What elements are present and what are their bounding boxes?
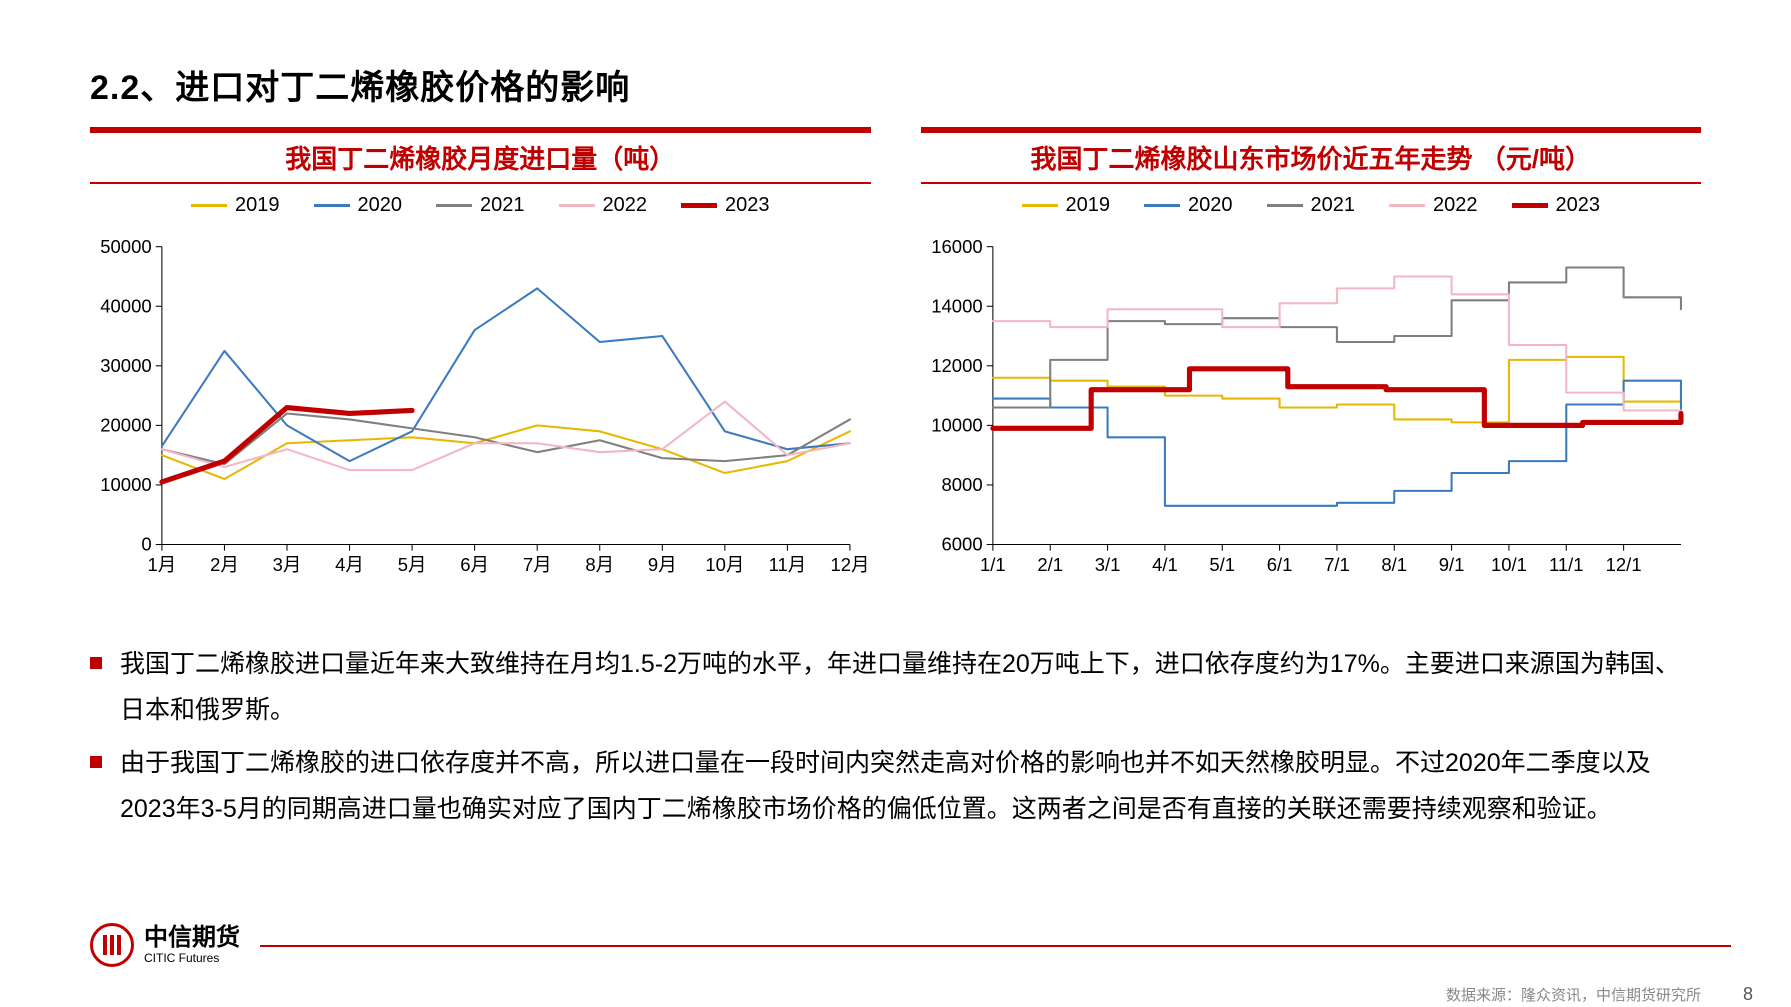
logo-text: 中信期货 CITIC Futures <box>144 926 240 964</box>
svg-text:20000: 20000 <box>100 415 151 436</box>
svg-text:8月: 8月 <box>585 554 614 575</box>
legend-item: 2019 <box>1022 194 1111 217</box>
legend-swatch-icon <box>1144 204 1180 207</box>
svg-text:2/1: 2/1 <box>1037 554 1063 575</box>
legend-swatch-icon <box>1267 204 1303 207</box>
bullet-text: 由于我国丁二烯橡胶的进口依存度并不高，所以进口量在一段时间内突然走高对价格的影响… <box>120 740 1701 833</box>
svg-text:50000: 50000 <box>100 236 151 257</box>
legend-label: 2019 <box>235 194 280 217</box>
page-number: 8 <box>1743 984 1753 1005</box>
chart-import-volume: 我国丁二烯橡胶月度进口量（吨） 2019 2020 2021 2022 2023 0 10… <box>90 127 871 601</box>
legend-label: 2021 <box>1311 194 1356 217</box>
legend-label: 2023 <box>1556 194 1601 217</box>
legend-label: 2023 <box>725 194 770 217</box>
legend-swatch-icon <box>1512 203 1548 208</box>
legend-item: 2023 <box>1512 194 1601 217</box>
svg-text:11月: 11月 <box>769 554 807 575</box>
legend-label: 2019 <box>1066 194 1111 217</box>
slide-heading: 2.2、进口对丁二烯橡胶价格的影响 <box>90 60 1701 109</box>
logo-en: CITIC Futures <box>144 952 240 964</box>
svg-text:16000: 16000 <box>931 236 982 257</box>
svg-text:1/1: 1/1 <box>980 554 1006 575</box>
bullet-marker-icon <box>90 756 102 768</box>
chart1-title: 我国丁二烯橡胶月度进口量（吨） <box>285 144 675 174</box>
chart2-legend: 2019 2020 2021 2022 2023 <box>921 194 1702 217</box>
svg-text:5月: 5月 <box>398 554 427 575</box>
chart-price-trend: 我国丁二烯橡胶山东市场价近五年走势 （元/吨） 2019 2020 2021 2022… <box>921 127 1702 601</box>
legend-item: 2021 <box>436 194 525 217</box>
legend-label: 2022 <box>1433 194 1478 217</box>
svg-text:7/1: 7/1 <box>1324 554 1350 575</box>
legend-label: 2020 <box>358 194 403 217</box>
legend-swatch-icon <box>314 204 350 207</box>
svg-text:30000: 30000 <box>100 355 151 376</box>
legend-label: 2020 <box>1188 194 1233 217</box>
chart2-canvas: 6000 8000 10000 12000 14000 16000 1/1 2/1 3/1 4/1… <box>921 221 1702 601</box>
svg-text:0: 0 <box>141 534 151 555</box>
chart2-title: 我国丁二烯橡胶山东市场价近五年走势 （元/吨） <box>1031 144 1591 174</box>
legend-swatch-icon <box>1389 204 1425 207</box>
chart1-legend: 2019 2020 2021 2022 2023 <box>90 194 871 217</box>
svg-text:4/1: 4/1 <box>1152 554 1178 575</box>
legend-item: 2022 <box>1389 194 1478 217</box>
bullet-list: 我国丁二烯橡胶进口量近年来大致维持在月均1.5-2万吨的水平，年进口量维持在20… <box>90 641 1701 832</box>
chart1-title-band: 我国丁二烯橡胶月度进口量（吨） <box>90 127 871 184</box>
svg-text:10月: 10月 <box>705 554 744 575</box>
svg-text:1月: 1月 <box>148 554 177 575</box>
legend-item: 2023 <box>681 194 770 217</box>
svg-text:40000: 40000 <box>100 295 151 316</box>
footer-source: 数据来源：隆众资讯，中信期货研究所 <box>1446 984 1701 1005</box>
footer-divider <box>260 945 1731 947</box>
svg-text:8000: 8000 <box>941 474 982 495</box>
svg-text:9月: 9月 <box>648 554 677 575</box>
svg-text:6月: 6月 <box>460 554 489 575</box>
svg-text:10/1: 10/1 <box>1490 554 1526 575</box>
legend-label: 2021 <box>480 194 525 217</box>
svg-text:14000: 14000 <box>931 295 982 316</box>
legend-swatch-icon <box>1022 204 1058 207</box>
svg-text:8/1: 8/1 <box>1381 554 1407 575</box>
svg-text:4月: 4月 <box>335 554 364 575</box>
svg-text:9/1: 9/1 <box>1438 554 1464 575</box>
svg-text:6000: 6000 <box>941 534 982 555</box>
legend-label: 2022 <box>603 194 648 217</box>
logo-icon <box>90 923 134 967</box>
slide: 2.2、进口对丁二烯橡胶价格的影响 我国丁二烯橡胶月度进口量（吨） 201920… <box>0 0 1791 832</box>
svg-text:12月: 12月 <box>830 554 869 575</box>
logo-cn: 中信期货 <box>144 926 240 950</box>
legend-swatch-icon <box>559 204 595 207</box>
legend-swatch-icon <box>191 204 227 207</box>
legend-item: 2020 <box>1144 194 1233 217</box>
bullet-item: 我国丁二烯橡胶进口量近年来大致维持在月均1.5-2万吨的水平，年进口量维持在20… <box>90 641 1701 734</box>
legend-item: 2019 <box>191 194 280 217</box>
brand-logo: 中信期货 CITIC Futures <box>90 923 240 967</box>
legend-swatch-icon <box>681 203 717 208</box>
svg-text:10000: 10000 <box>931 415 982 436</box>
footer: 中信期货 CITIC Futures 数据来源：隆众资讯，中信期货研究所 8 <box>0 917 1791 1007</box>
legend-item: 2021 <box>1267 194 1356 217</box>
svg-text:6/1: 6/1 <box>1266 554 1292 575</box>
svg-text:12/1: 12/1 <box>1605 554 1641 575</box>
svg-text:3/1: 3/1 <box>1094 554 1120 575</box>
svg-text:5/1: 5/1 <box>1209 554 1235 575</box>
svg-text:7月: 7月 <box>523 554 552 575</box>
legend-item: 2022 <box>559 194 648 217</box>
bullet-marker-icon <box>90 657 102 669</box>
svg-text:12000: 12000 <box>931 355 982 376</box>
svg-text:2月: 2月 <box>210 554 239 575</box>
legend-swatch-icon <box>436 204 472 207</box>
bullet-item: 由于我国丁二烯橡胶的进口依存度并不高，所以进口量在一段时间内突然走高对价格的影响… <box>90 740 1701 833</box>
legend-item: 2020 <box>314 194 403 217</box>
chart1-canvas: 0 10000 20000 30000 40000 50000 1月 2月 3月 4月 5月 6月 7月… <box>90 221 871 601</box>
svg-text:10000: 10000 <box>100 474 151 495</box>
svg-text:11/1: 11/1 <box>1548 554 1583 575</box>
bullet-text: 我国丁二烯橡胶进口量近年来大致维持在月均1.5-2万吨的水平，年进口量维持在20… <box>120 641 1701 734</box>
svg-text:3月: 3月 <box>273 554 302 575</box>
charts-row: 我国丁二烯橡胶月度进口量（吨） 2019 2020 2021 2022 2023 0 10… <box>90 127 1701 601</box>
chart2-title-band: 我国丁二烯橡胶山东市场价近五年走势 （元/吨） <box>921 127 1702 184</box>
